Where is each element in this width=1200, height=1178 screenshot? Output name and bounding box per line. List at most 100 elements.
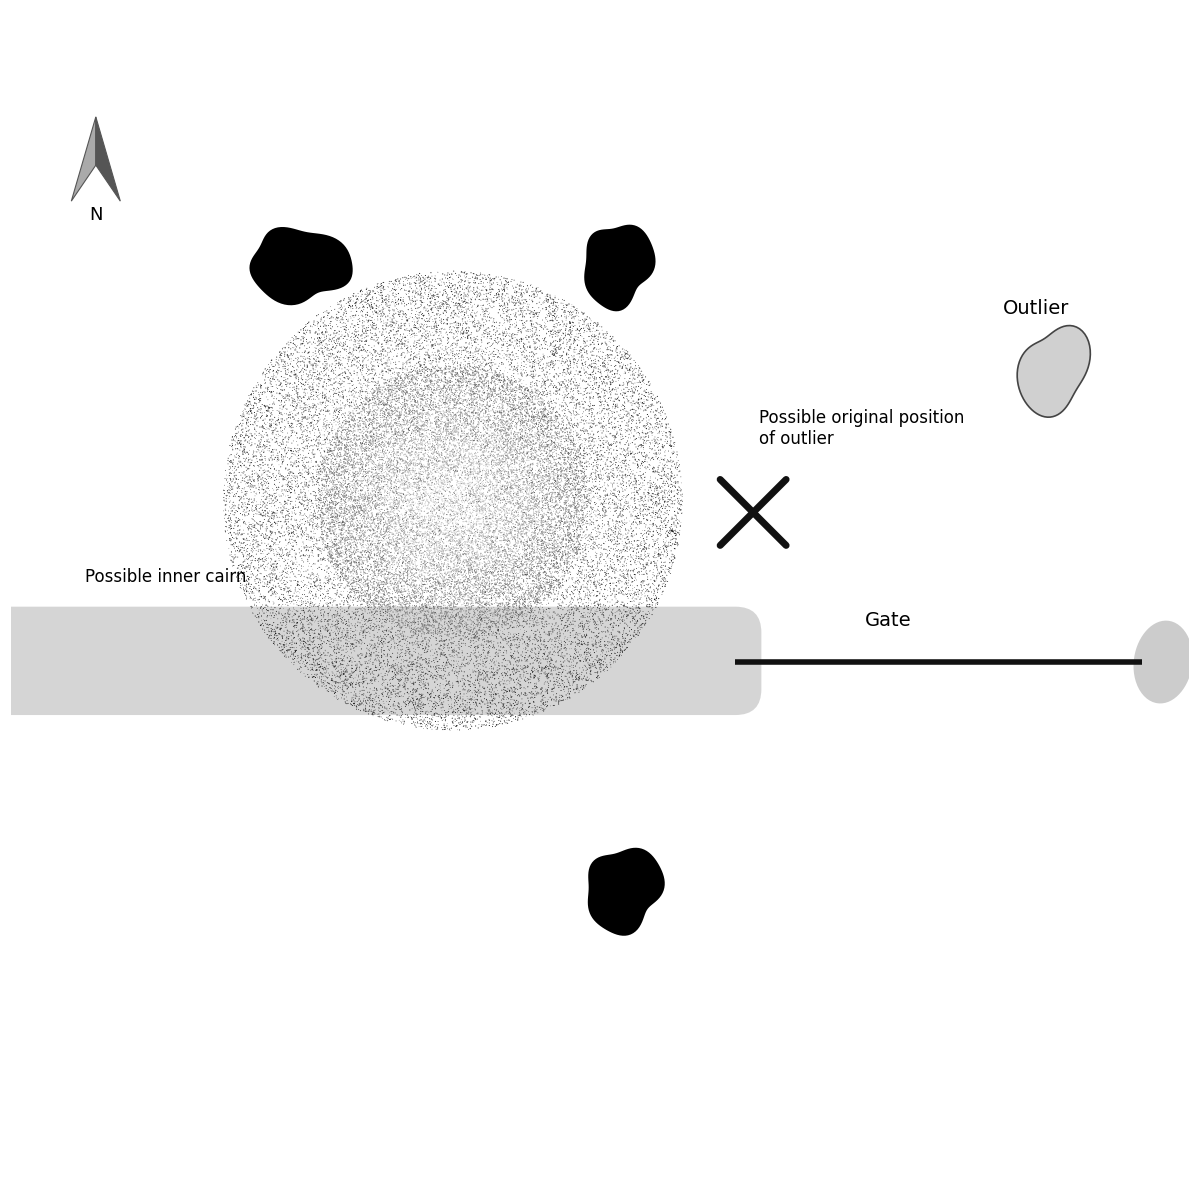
Point <box>251 556 270 575</box>
Point <box>452 576 472 595</box>
Point <box>540 544 559 563</box>
Point <box>334 476 353 495</box>
Point <box>505 556 524 575</box>
Point <box>521 555 540 574</box>
Point <box>504 428 523 446</box>
Point <box>334 649 353 668</box>
Point <box>523 428 542 446</box>
Point <box>360 434 379 452</box>
Point <box>592 349 611 368</box>
Point <box>431 413 450 432</box>
Point <box>533 408 552 426</box>
Point <box>378 454 397 472</box>
Point <box>568 508 587 527</box>
Point <box>353 378 372 397</box>
Point <box>624 454 643 472</box>
Point <box>450 478 469 497</box>
Point <box>536 290 556 309</box>
Point <box>371 462 390 481</box>
Point <box>517 428 536 446</box>
Point <box>491 485 510 504</box>
Point <box>368 304 388 323</box>
Point <box>287 405 306 424</box>
Point <box>450 501 469 519</box>
Point <box>353 435 372 454</box>
Point <box>569 475 588 494</box>
Point <box>346 434 365 452</box>
Point <box>624 365 643 384</box>
Point <box>458 329 478 348</box>
Point <box>272 339 292 358</box>
Point <box>329 624 348 643</box>
Point <box>479 397 498 416</box>
Point <box>618 345 637 364</box>
Point <box>475 571 494 590</box>
Point <box>466 452 485 471</box>
Point <box>562 327 581 346</box>
Point <box>622 373 641 392</box>
Point <box>494 435 514 454</box>
Point <box>427 584 446 603</box>
Point <box>238 409 257 428</box>
Point <box>358 694 377 713</box>
Point <box>467 588 486 607</box>
Point <box>439 369 458 388</box>
Point <box>386 337 406 356</box>
Point <box>512 305 532 324</box>
Point <box>371 456 390 475</box>
Point <box>469 568 488 587</box>
Point <box>514 505 533 524</box>
Point <box>403 660 422 679</box>
Point <box>425 315 444 333</box>
Point <box>511 471 530 490</box>
Point <box>407 338 426 357</box>
Point <box>635 416 654 435</box>
Point <box>529 415 548 434</box>
Point <box>337 497 356 516</box>
Point <box>366 558 385 577</box>
Point <box>311 329 330 348</box>
Point <box>280 482 299 501</box>
Point <box>398 689 418 708</box>
Point <box>368 571 388 590</box>
Point <box>538 583 557 602</box>
Point <box>488 595 508 614</box>
Point <box>306 355 325 373</box>
Point <box>502 498 521 517</box>
Point <box>648 430 667 449</box>
Point <box>624 384 643 403</box>
Point <box>282 560 301 578</box>
Point <box>342 365 361 384</box>
Point <box>401 521 420 540</box>
Point <box>559 496 578 515</box>
Point <box>446 459 466 478</box>
Point <box>308 607 328 626</box>
Point <box>342 356 361 375</box>
Point <box>337 688 356 707</box>
Point <box>294 647 313 666</box>
Point <box>485 398 504 417</box>
Point <box>371 478 390 497</box>
Point <box>257 364 276 383</box>
Point <box>316 412 335 431</box>
Point <box>500 550 520 569</box>
Point <box>335 450 354 469</box>
Point <box>502 378 521 397</box>
Point <box>335 446 354 465</box>
Point <box>456 412 475 431</box>
Point <box>500 373 520 392</box>
Point <box>326 478 346 497</box>
Point <box>330 383 349 402</box>
Point <box>550 439 569 458</box>
Point <box>324 537 343 556</box>
Point <box>658 527 677 545</box>
Point <box>426 677 445 696</box>
Point <box>304 383 323 402</box>
Point <box>656 415 676 434</box>
Point <box>581 529 600 548</box>
Point <box>410 405 430 424</box>
Point <box>544 342 563 360</box>
Point <box>301 469 320 488</box>
Point <box>491 576 510 595</box>
Point <box>658 450 677 469</box>
